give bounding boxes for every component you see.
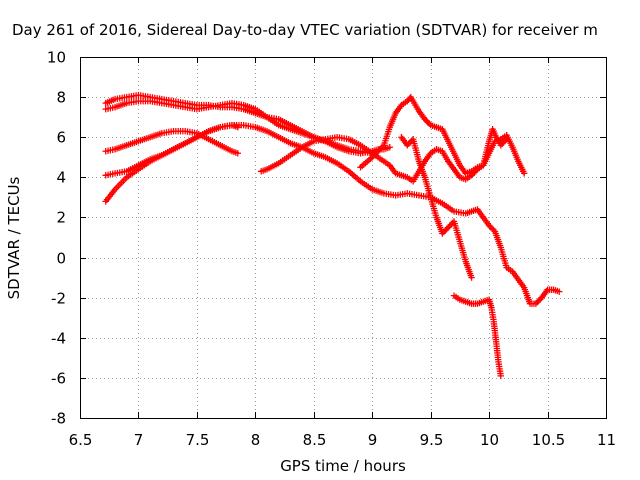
- data-point: [497, 372, 504, 380]
- x-tick-label: 11: [597, 431, 616, 449]
- y-tick-label: 8: [56, 89, 66, 107]
- data-point: [386, 144, 393, 151]
- x-tick-label: 8.5: [303, 431, 327, 449]
- y-tick-label: -8: [51, 410, 66, 428]
- data-point: [468, 274, 475, 281]
- data-point: [445, 224, 452, 231]
- data-point: [520, 170, 528, 177]
- series-track-2: [102, 97, 376, 157]
- x-tick-label: 9.5: [420, 431, 444, 449]
- data-point: [407, 139, 414, 146]
- data-point: [503, 136, 510, 143]
- y-tick-label: 4: [56, 169, 66, 187]
- x-tick-label: 7.5: [186, 431, 210, 449]
- tick-labels: 6.5 7 7.5 8 8.5 9 9.5 10 10.5 11 -8 -6 -4 -2 0 2 4 6 8 10: [47, 49, 616, 450]
- y-axis-title: SDTVAR / TECUs: [5, 176, 23, 299]
- data-point: [488, 225, 496, 232]
- y-tick-label: -6: [51, 370, 66, 388]
- y-tick-label: 2: [56, 209, 66, 227]
- data-point: [424, 118, 431, 126]
- y-tick-label: -2: [51, 290, 66, 308]
- x-tick-label: 6.5: [69, 431, 93, 449]
- data-point: [234, 150, 241, 157]
- series-track-8: [398, 134, 475, 281]
- data-point: [534, 298, 541, 306]
- series-track-4: [102, 128, 241, 157]
- x-tick-label: 7: [134, 431, 144, 449]
- x-tick-label: 9: [368, 431, 378, 449]
- axis-ticks: [80, 57, 607, 419]
- y-tick-label: 0: [56, 250, 66, 268]
- x-tick-label: 10.5: [532, 431, 565, 449]
- data-point: [556, 288, 563, 295]
- series-track-9: [450, 292, 504, 380]
- y-tick-label: -4: [51, 330, 66, 348]
- data-points: [102, 91, 563, 380]
- series-track-7: [357, 93, 510, 177]
- chart-title: Day 261 of 2016, Sidereal Day-to-day VTE…: [12, 21, 598, 39]
- grid-lines: [80, 57, 606, 418]
- y-tick-label: 10: [47, 49, 66, 67]
- data-point: [447, 221, 455, 228]
- y-tick-label: 6: [56, 129, 66, 147]
- plot-frame: [80, 57, 607, 419]
- x-axis-title: GPS time / hours: [280, 457, 406, 475]
- data-point: [442, 227, 449, 234]
- x-tick-label: 10: [480, 431, 499, 449]
- x-tick-label: 8: [251, 431, 261, 449]
